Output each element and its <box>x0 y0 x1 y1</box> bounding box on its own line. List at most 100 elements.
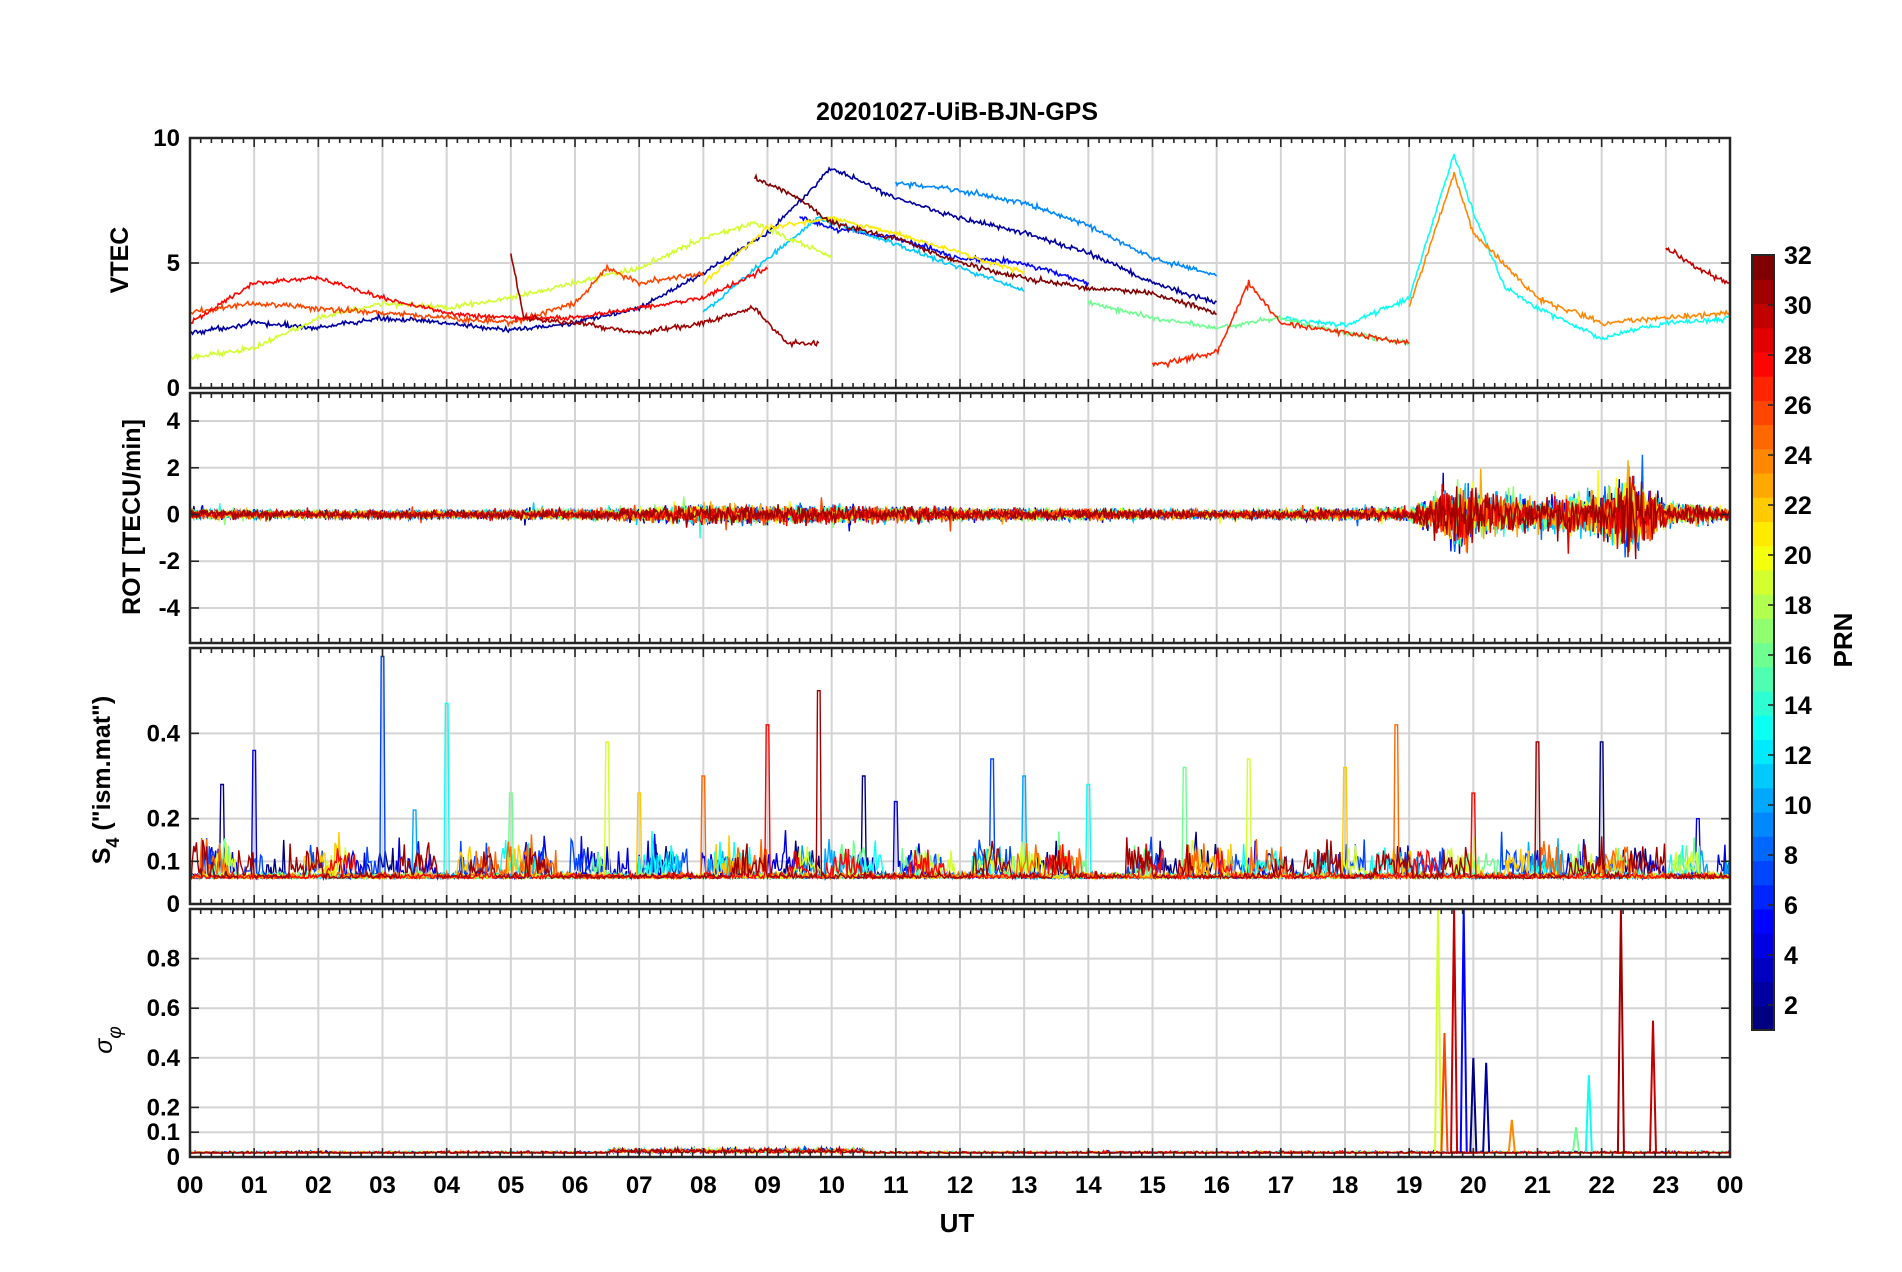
sigma-phi-spike-prn-30 <box>1450 909 1459 1153</box>
vtec-series <box>190 153 1730 369</box>
vtec-line-prn-21 <box>702 215 1025 285</box>
colorbar-swatch <box>1752 497 1774 523</box>
colorbar-swatch <box>1752 351 1774 377</box>
colorbar-swatch <box>1752 642 1774 668</box>
y-tick-label: -2 <box>159 548 180 575</box>
colorbar-swatch <box>1752 594 1774 619</box>
colorbar-swatch <box>1752 400 1774 426</box>
x-tick-label: 07 <box>626 1172 653 1199</box>
x-tick-label: 10 <box>818 1172 845 1199</box>
y-tick-label: 5 <box>167 250 180 277</box>
colorbar-tick-label: 24 <box>1784 442 1812 470</box>
colorbar-swatch <box>1752 448 1774 474</box>
colorbar-tick-label: 32 <box>1784 242 1812 270</box>
y-tick-label: 0 <box>167 1144 180 1171</box>
panel-s4: 0 0.1 0.2 0.4 S4 ("ism.mat") <box>88 646 1732 918</box>
y-tick-label: 0 <box>167 375 180 402</box>
s4-series <box>190 655 1730 882</box>
vtec-line-prn-26 <box>190 263 704 328</box>
x-tick-label: 05 <box>497 1172 524 1199</box>
sigma-phi-spike-prn-26 <box>1440 1032 1449 1153</box>
colorbar-tick-label: 20 <box>1784 542 1812 570</box>
rot-series <box>190 454 1730 560</box>
panel-vtec: 0 5 10 VTEC <box>106 125 1732 402</box>
y-tick-label: 0.4 <box>147 720 181 747</box>
x-tick-label: 08 <box>690 1172 717 1199</box>
x-tick-label: 18 <box>1332 1172 1359 1199</box>
vtec-line-prn-2 <box>190 166 1217 336</box>
x-tick-label: 23 <box>1652 1172 1679 1199</box>
sigma-phi-spike-prn-16 <box>1572 1127 1580 1153</box>
vtec-y-ticks: 0 5 10 <box>153 125 180 402</box>
colorbar-swatch <box>1752 424 1774 450</box>
sigma-phi-spike-prn-5 <box>1459 909 1468 1153</box>
colorbar-swatch <box>1752 836 1774 862</box>
panel-rot: -4 -2 0 2 4 ROT [TECU/min] <box>118 391 1732 645</box>
colorbar-swatch <box>1752 255 1774 280</box>
vtec-line-prn-31 <box>510 253 820 349</box>
colorbar-tick-label: 26 <box>1784 392 1812 420</box>
rot-line-prn-31 <box>190 476 1730 560</box>
colorbar-swatch <box>1752 569 1774 595</box>
x-tick-label: 00 <box>177 1172 204 1199</box>
x-tick-label: 00 <box>1717 1172 1744 1199</box>
x-tick-label: 06 <box>562 1172 589 1199</box>
vtec-y-label: VTEC <box>106 227 134 294</box>
colorbar-frame <box>1751 254 1775 1031</box>
panel-sigma-phi: 00.10.2 0.4 0.6 0.8 σφ <box>90 907 1732 1171</box>
y-tick-label: 0 <box>167 501 180 528</box>
y-tick-label: 0.2 <box>147 1094 180 1121</box>
colorbar-swatches <box>1751 254 1775 1031</box>
colorbar-tick-label: 28 <box>1784 342 1812 370</box>
colorbar-label: PRN <box>1828 613 1858 668</box>
colorbar-swatch <box>1752 1005 1774 1031</box>
y-tick-label: 0 <box>167 891 180 918</box>
colorbar-swatch <box>1752 545 1774 571</box>
x-tick-label: 15 <box>1139 1172 1166 1199</box>
colorbar-tick-label: 8 <box>1784 842 1798 870</box>
colorbar-swatch <box>1752 957 1774 983</box>
sigma-phi-spike-prn-24 <box>1507 1119 1516 1153</box>
y-tick-label: 0.4 <box>147 1045 181 1072</box>
colorbar-tick-label: 12 <box>1784 742 1812 770</box>
x-axis-label: UT <box>940 1208 975 1238</box>
vtec-line-prn-13 <box>1280 153 1730 341</box>
x-tick-label: 13 <box>1011 1172 1038 1199</box>
colorbar-tick-label: 16 <box>1784 642 1812 670</box>
vtec-line-prn-32 <box>753 173 1217 316</box>
colorbar-tick-label: 4 <box>1784 942 1798 970</box>
colorbar-swatch <box>1752 376 1774 401</box>
sigma-phi-spike-prn-31 <box>1616 909 1625 1153</box>
y-tick-label: 0.1 <box>147 1119 180 1146</box>
sigma-phi-y-ticks: 00.10.2 0.4 0.6 0.8 <box>147 946 181 1171</box>
chart-title: 20201027-UiB-BJN-GPS <box>816 98 1098 126</box>
colorbar-swatch <box>1752 763 1774 789</box>
colorbar-swatch <box>1752 303 1774 329</box>
colorbar-swatch <box>1752 715 1774 740</box>
s4-y-label-rest: ("ism.mat") <box>88 696 116 838</box>
colorbar-swatch <box>1752 618 1774 644</box>
x-tick-label: 03 <box>369 1172 396 1199</box>
vtec-line-prn-24 <box>1408 171 1730 327</box>
y-tick-label: 0.1 <box>147 848 180 875</box>
y-tick-label: 10 <box>153 125 180 152</box>
s4-y-ticks: 0 0.1 0.2 0.4 <box>147 720 181 918</box>
colorbar-swatch <box>1752 908 1774 934</box>
x-tick-label: 09 <box>754 1172 781 1199</box>
sigma-phi-y-label-main: σ <box>90 1038 118 1054</box>
colorbar-swatch <box>1752 690 1774 716</box>
y-tick-label: 4 <box>167 408 181 435</box>
x-tick-label: 11 <box>883 1172 908 1199</box>
colorbar-swatch <box>1752 787 1774 813</box>
sigma-phi-spike-prn-13 <box>1584 1075 1593 1153</box>
s4-y-label-sub: 4 <box>103 838 123 848</box>
sigma-phi-y-label-sub: φ <box>105 1026 126 1038</box>
x-tick-label: 22 <box>1588 1172 1615 1199</box>
sigma-phi-y-label: σφ <box>90 1026 126 1053</box>
y-tick-label: 0.2 <box>147 806 180 833</box>
vtec-grid <box>190 138 1730 388</box>
x-tick-label: 19 <box>1396 1172 1423 1199</box>
sigma-phi-spike-prn-30 <box>1649 1020 1657 1153</box>
